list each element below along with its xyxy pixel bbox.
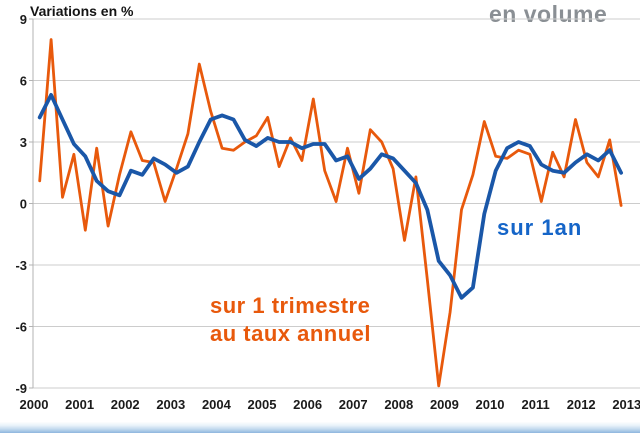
x-tick-label-2008: 2008 (384, 397, 413, 412)
series-line-sur-1an (37, 93, 623, 300)
y-tick-label-3: 3 (20, 135, 27, 150)
x-tick-label-2000: 2000 (20, 397, 49, 412)
series-label-sur-1-trimestre: sur 1 trimestre au taux annuel (210, 292, 371, 348)
x-tick-label-2005: 2005 (248, 397, 277, 412)
series-label-line1: sur 1 trimestre (210, 293, 371, 318)
y-tick-label-0: 0 (20, 197, 27, 212)
series-label-sur-1an: sur 1an (497, 215, 583, 240)
y-tick-label-6: 6 (20, 74, 27, 89)
chart-subtitle-en-volume: en volume (489, 1, 608, 27)
series-line-sur-1-trimestre-au-taux-annuel (38, 38, 623, 388)
x-tick-label-2013: 2013 (612, 397, 640, 412)
y-tick-label-9: 9 (20, 12, 27, 27)
y-tick-label--6: -6 (15, 320, 27, 335)
x-tick-label-2002: 2002 (111, 397, 140, 412)
x-tick-label-2009: 2009 (430, 397, 459, 412)
chart-ylabel-title: Variations en % (30, 3, 134, 19)
x-tick-label-2004: 2004 (202, 397, 232, 412)
x-tick-label-2010: 2010 (476, 397, 505, 412)
x-tick-label-2012: 2012 (567, 397, 596, 412)
y-tick-label--9: -9 (15, 381, 27, 396)
x-tick-label-2001: 2001 (65, 397, 94, 412)
series-label-line2: au taux annuel (210, 321, 372, 346)
x-tick-label-2006: 2006 (293, 397, 322, 412)
x-tick-label-2007: 2007 (339, 397, 368, 412)
y-tick-label--3: -3 (15, 258, 27, 273)
x-tick-label-2011: 2011 (521, 397, 549, 412)
x-tick-label-2003: 2003 (156, 397, 185, 412)
bottom-divider-strip (0, 422, 640, 433)
